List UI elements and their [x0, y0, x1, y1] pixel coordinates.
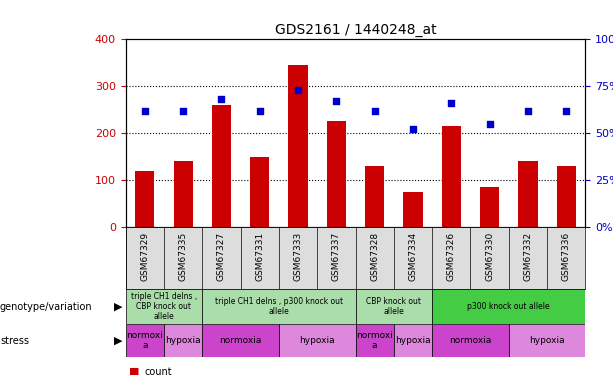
Text: normoxia: normoxia — [449, 336, 492, 345]
FancyBboxPatch shape — [509, 324, 585, 357]
Title: GDS2161 / 1440248_at: GDS2161 / 1440248_at — [275, 23, 436, 37]
Text: triple CH1 delns ,
CBP knock out
allele: triple CH1 delns , CBP knock out allele — [131, 292, 197, 321]
Text: GSM67335: GSM67335 — [178, 232, 188, 281]
FancyBboxPatch shape — [126, 324, 164, 357]
FancyBboxPatch shape — [164, 324, 202, 357]
Text: normoxi
a: normoxi a — [356, 331, 393, 350]
Point — [178, 108, 188, 114]
Text: triple CH1 delns , p300 knock out
allele: triple CH1 delns , p300 knock out allele — [215, 297, 343, 316]
Point — [408, 126, 418, 132]
Text: GSM67327: GSM67327 — [217, 232, 226, 281]
Text: normoxi
a: normoxi a — [126, 331, 163, 350]
Text: p300 knock out allele: p300 knock out allele — [468, 302, 550, 311]
Text: GSM67331: GSM67331 — [255, 232, 264, 281]
Point — [255, 108, 265, 114]
Point — [446, 100, 456, 106]
Text: GSM67332: GSM67332 — [524, 232, 533, 281]
Point — [370, 108, 379, 114]
FancyBboxPatch shape — [202, 324, 279, 357]
FancyBboxPatch shape — [126, 289, 202, 324]
Text: ■: ■ — [129, 367, 139, 375]
Text: GSM67328: GSM67328 — [370, 232, 379, 281]
Text: hypoxia: hypoxia — [529, 336, 565, 345]
Text: hypoxia: hypoxia — [166, 336, 201, 345]
Text: GSM67336: GSM67336 — [562, 232, 571, 281]
Text: ▶: ▶ — [114, 302, 123, 312]
Point — [332, 98, 341, 104]
Text: GSM67330: GSM67330 — [485, 232, 494, 281]
FancyBboxPatch shape — [202, 289, 356, 324]
Bar — [365, 166, 384, 227]
Point — [293, 87, 303, 93]
Text: hypoxia: hypoxia — [395, 336, 431, 345]
FancyBboxPatch shape — [356, 289, 432, 324]
Bar — [212, 105, 231, 227]
Bar — [442, 126, 461, 227]
Text: genotype/variation: genotype/variation — [0, 302, 93, 312]
FancyBboxPatch shape — [279, 324, 356, 357]
Bar — [289, 65, 308, 227]
Text: stress: stress — [0, 336, 29, 346]
FancyBboxPatch shape — [432, 324, 509, 357]
Bar — [135, 171, 154, 227]
Text: normoxia: normoxia — [219, 336, 262, 345]
Point — [140, 108, 150, 114]
Bar — [480, 187, 499, 227]
Bar — [557, 166, 576, 227]
Point — [562, 108, 571, 114]
Text: count: count — [144, 367, 172, 375]
Text: hypoxia: hypoxia — [299, 336, 335, 345]
Text: GSM67326: GSM67326 — [447, 232, 456, 281]
Text: GSM67337: GSM67337 — [332, 232, 341, 281]
FancyBboxPatch shape — [394, 324, 432, 357]
Point — [216, 96, 226, 102]
Text: GSM67333: GSM67333 — [294, 232, 303, 281]
Text: GSM67334: GSM67334 — [408, 232, 417, 281]
Bar — [519, 161, 538, 227]
Bar — [403, 192, 422, 227]
Point — [485, 121, 495, 127]
FancyBboxPatch shape — [356, 324, 394, 357]
Bar — [173, 161, 192, 227]
Text: CBP knock out
allele: CBP knock out allele — [367, 297, 421, 316]
Text: GSM67329: GSM67329 — [140, 232, 150, 281]
Bar — [250, 157, 269, 227]
FancyBboxPatch shape — [432, 289, 585, 324]
Point — [523, 108, 533, 114]
Text: ▶: ▶ — [114, 336, 123, 346]
Bar — [327, 122, 346, 227]
